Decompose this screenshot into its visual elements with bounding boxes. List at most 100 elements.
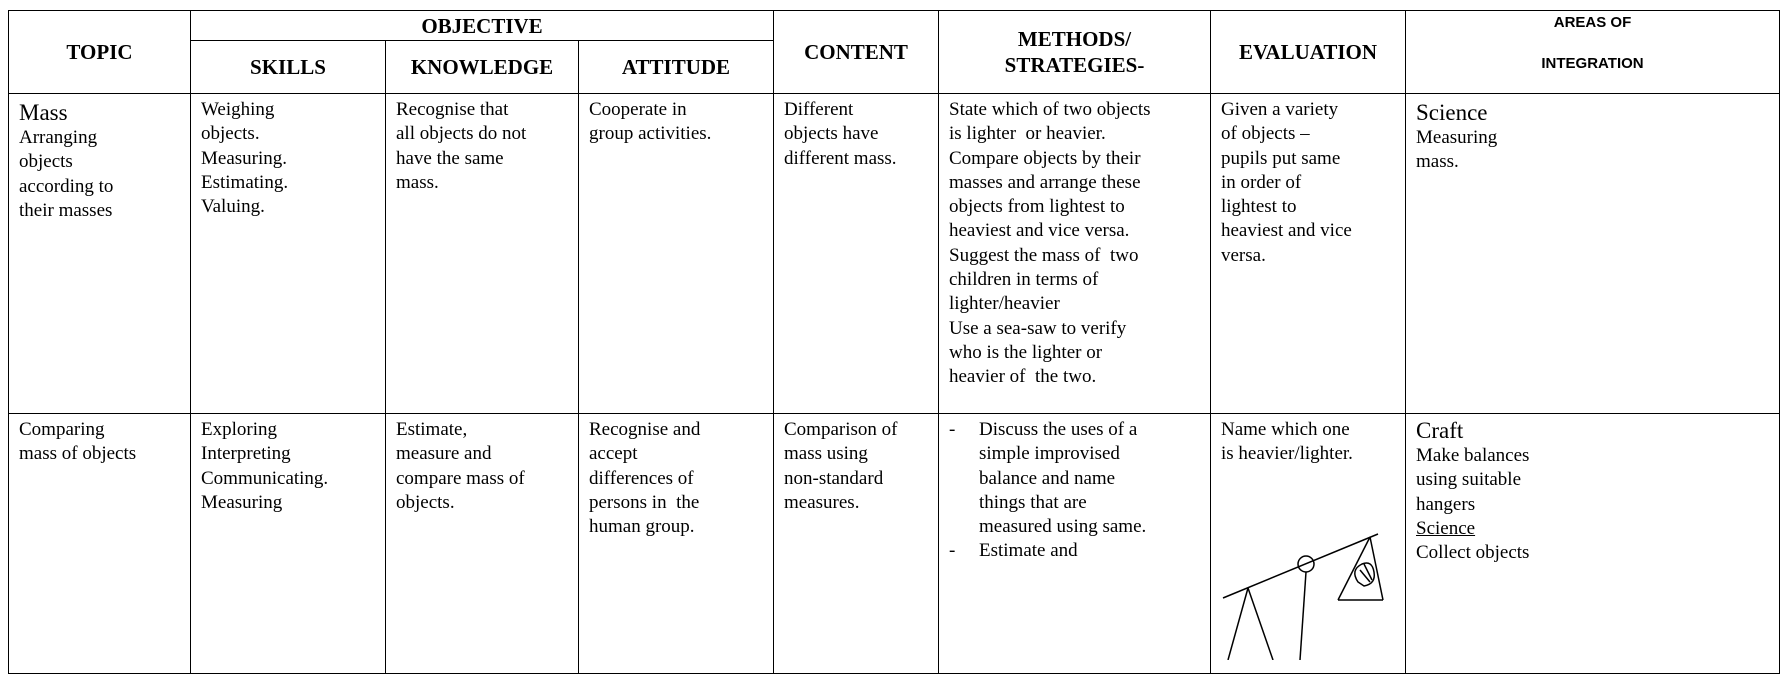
header-text: AREAS OF <box>1553 14 1632 31</box>
cell-line: persons in the <box>589 491 700 513</box>
cell-line: in order of <box>1221 171 1302 193</box>
cell-line: mass. <box>396 171 439 193</box>
column-header: ATTITUDE <box>578 40 774 94</box>
body-row: Comparing mass of objects Exploring Interpr… <box>8 413 1780 674</box>
column-header: KNOWLEDGE <box>385 40 579 94</box>
list-item: - Discuss the uses of a simple improvised b… <box>949 418 1200 539</box>
cell-line: objects from lightest to <box>949 196 1125 218</box>
cell: Comparing mass of objects <box>8 413 191 674</box>
cell-line: Comparing <box>19 419 105 440</box>
list-item: - Estimate and <box>949 539 1200 563</box>
cell-line: heaviest and vice versa. <box>949 220 1130 242</box>
header-text: KNOWLEDGE <box>410 55 554 80</box>
cell-line: Cooperate in <box>589 99 687 120</box>
cell-line: versa. <box>1221 244 1266 266</box>
cell-line: who is the lighter or <box>949 341 1103 363</box>
cell-line: simple improvised <box>979 443 1120 465</box>
header-row: TOPIC OBJECTIVE CONTENT METHODS/STRATEGIES-… <box>8 9 1780 94</box>
header-text: METHODS/ <box>1017 27 1132 51</box>
header-row: SKILLS KNOWLEDGE ATTITUDE <box>9 40 1780 94</box>
cell-line: State which of two objects <box>949 99 1151 120</box>
cell-line: Craft <box>1416 418 1464 443</box>
cell-line: Interpreting <box>201 443 291 465</box>
cell-line: Measuring. <box>201 147 288 169</box>
list-text: Estimate and <box>979 539 1078 563</box>
cell-line: Weighing <box>201 99 275 120</box>
cell-line: lighter/heavier <box>949 293 1060 315</box>
list-text: Discuss the uses of a simple improvised ba… <box>979 418 1146 539</box>
cell-line: Recognise that <box>396 99 509 120</box>
cell: Weighing objects. Measuring. Estimating. Val… <box>190 93 386 414</box>
cell-line: Collect objects <box>1416 542 1530 564</box>
header-text: EVALUATION <box>1238 40 1378 64</box>
cell-line: children in terms of <box>949 269 1099 291</box>
cell-line: according to <box>19 175 114 197</box>
cell: State which of two objects is lighter or … <box>938 93 1211 414</box>
cell: Comparison of mass using non-standard measu… <box>773 413 939 674</box>
cell-line: objects <box>19 151 73 173</box>
cell-line: Use a sea-saw to verify <box>949 317 1127 339</box>
objective-header: OBJECTIVE <box>190 9 774 42</box>
cell-line: Given a variety <box>1221 99 1339 120</box>
cell-line: Comparison of <box>784 419 898 440</box>
cell: Recognise and accept differences of persons… <box>578 413 774 674</box>
cell-line: group activities. <box>589 123 712 145</box>
column-header: EVALUATION <box>1210 10 1406 94</box>
cell-line: Arranging <box>19 127 98 148</box>
cell: - Discuss the uses of a simple improvised b… <box>938 413 1211 674</box>
cell-line: Discuss the uses of a <box>979 419 1138 440</box>
cell-line: measure and <box>396 443 492 465</box>
cell-line: Make balances <box>1416 445 1530 466</box>
cell-line: Measuring <box>1416 127 1498 148</box>
cell-line: Estimate and <box>979 540 1078 562</box>
cell-line: Estimating. <box>201 171 289 193</box>
cell-line: their masses <box>19 199 113 221</box>
cell-line: Measuring <box>201 491 283 513</box>
cell-line: heaviest and vice <box>1221 220 1352 242</box>
cell-line: different mass. <box>784 147 897 169</box>
page: TOPIC OBJECTIVE CONTENT METHODS/STRATEGIES-… <box>8 9 1780 674</box>
column-header: TOPIC <box>8 10 191 94</box>
cell-line: things that are <box>979 491 1087 513</box>
cell-line: Name which one <box>1221 419 1350 440</box>
cell: Science Measuring mass. <box>1405 93 1780 414</box>
cell-line: Estimate, <box>396 419 468 440</box>
cell-line: Suggest the mass of two <box>949 244 1139 266</box>
cell-line: masses and arrange these <box>949 171 1141 193</box>
cell-line: Valuing. <box>201 196 265 218</box>
cell-line: using suitable <box>1416 469 1522 491</box>
cell-line: measured using same. <box>979 516 1147 538</box>
column-header: CONTENT <box>773 10 939 94</box>
cell-line: mass. <box>1416 151 1459 173</box>
cell-line: Exploring <box>201 419 277 440</box>
cell-line: Science <box>1416 517 1476 539</box>
cell-line: Science <box>1416 100 1488 125</box>
cell-line: is lighter or heavier. <box>949 123 1106 145</box>
column-header: METHODS/STRATEGIES- <box>938 10 1211 94</box>
cell-line: have the same <box>396 147 504 169</box>
cell-line: accept <box>589 443 638 465</box>
header-text: ATTITUDE <box>621 55 731 80</box>
list-marker: - <box>949 419 956 440</box>
cell: Recognise that all objects do not have the… <box>385 93 579 414</box>
cell-line: objects have <box>784 123 879 145</box>
header-text: INTEGRATION <box>1541 55 1644 72</box>
cell-line: mass of objects <box>19 443 137 465</box>
header-text: SKILLS <box>250 55 326 80</box>
header-text: TOPIC <box>66 40 133 64</box>
body-row: Mass Arranging objects according to their ma… <box>8 93 1780 414</box>
cell-line: hangers <box>1416 493 1476 515</box>
cell-line: differences of <box>589 467 694 489</box>
cell-line: non-standard <box>784 467 884 489</box>
cell-line: lightest to <box>1221 196 1297 218</box>
cell-line: all objects do not <box>396 123 527 145</box>
cell-line: Mass <box>19 100 68 125</box>
cell: Estimate, measure and compare mass of objec… <box>385 413 579 674</box>
scheme-table: TOPIC OBJECTIVE CONTENT METHODS/STRATEGIES-… <box>8 9 1780 674</box>
cell-line: human group. <box>589 516 695 538</box>
cell-line: Communicating. <box>201 467 329 489</box>
cell: Different objects have different mass. <box>773 93 939 414</box>
cell-line: Recognise and <box>589 419 701 440</box>
cell-line: Compare objects by their <box>949 147 1141 169</box>
cell-line: pupils put same <box>1221 147 1341 169</box>
